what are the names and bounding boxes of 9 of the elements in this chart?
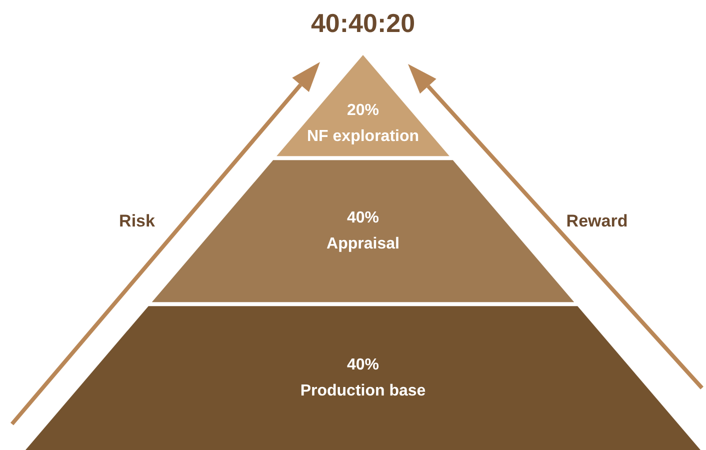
text: 40:40:20 [310, 8, 416, 38]
data-label: 40% [346, 356, 380, 374]
text: Risk [119, 212, 156, 231]
category-label: Appraisal [326, 236, 400, 253]
text: Reward [566, 212, 628, 231]
category-label: NF exploration [306, 128, 420, 146]
data-label: 20% [346, 102, 380, 120]
data-label: 40% [346, 210, 380, 227]
category-label: Production base [300, 382, 426, 400]
